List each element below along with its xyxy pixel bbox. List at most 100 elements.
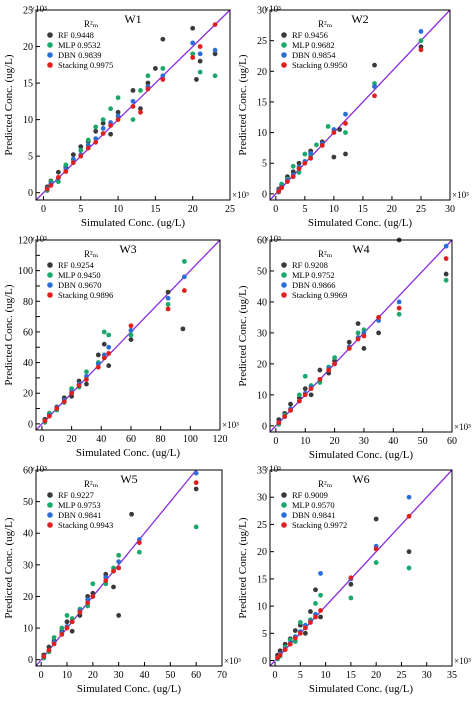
point-stacking (103, 578, 109, 584)
point-mlp (443, 277, 449, 283)
point-rf (302, 386, 308, 392)
y-tick-label: 10 (257, 602, 267, 613)
point-stacking (69, 619, 75, 625)
point-rf (318, 614, 323, 620)
x-tick-label: 60 (447, 436, 457, 447)
x-tick-label: 20 (330, 436, 340, 447)
point-stacking (54, 406, 60, 411)
y-tick-label: 5 (262, 629, 267, 640)
legend-marker-stacking (47, 292, 53, 298)
x-multiplier: ×10³ (224, 656, 241, 666)
legend-marker-rf (47, 262, 53, 268)
legend-title: R²ₘ (84, 19, 99, 29)
legend-entry-dbn: DBN 0.9841 (292, 510, 335, 520)
point-mlp (302, 151, 308, 157)
legend-entry-mlp: MLP 0.9450 (58, 270, 101, 280)
point-mlp (313, 600, 318, 606)
point-rf (194, 77, 199, 82)
point-stacking (282, 414, 288, 419)
y-tick-label: 60 (23, 466, 33, 477)
point-rf (376, 330, 382, 336)
point-rf (292, 628, 298, 634)
point-rf (95, 352, 101, 358)
point-stacking (373, 546, 379, 552)
x-tick-label: 20 (188, 204, 198, 215)
legend-marker-mlp (281, 42, 287, 48)
x-tick-label: 30 (445, 204, 455, 215)
y-tick-label: 25 (257, 36, 267, 47)
point-stacking (348, 575, 354, 581)
point-mlp (325, 124, 331, 129)
point-stacking (355, 336, 361, 342)
x-tick-label: 40 (140, 670, 150, 681)
point-mlp (160, 66, 166, 71)
point-stacking (308, 620, 313, 625)
x-axis-label: Simulated Conc. (ug/L) (309, 683, 414, 695)
y-tick-label: 60 (23, 327, 33, 338)
point-mlp (318, 592, 323, 598)
y-tick-label: 20 (23, 592, 33, 603)
point-rf (93, 128, 99, 134)
point-stacking (396, 305, 402, 311)
y-tick-label: 60 (257, 236, 267, 247)
y-multiplier: ×10³ (264, 464, 281, 474)
x-tick-label: 120 (213, 434, 228, 445)
plot-frame (269, 9, 451, 201)
legend-marker-mlp (47, 272, 53, 278)
point-rf (69, 628, 75, 634)
point-mlp (138, 87, 143, 93)
legend-entry-mlp: MLP 0.9532 (58, 40, 101, 50)
legend-entry-mlp: MLP 0.9682 (292, 40, 335, 50)
point-rf (138, 106, 143, 112)
point-rf (165, 289, 171, 295)
x-tick-label: 20 (88, 670, 98, 681)
legend-marker-dbn (47, 282, 53, 288)
y-tick-label: 15 (257, 574, 267, 585)
point-rf (361, 345, 367, 351)
y-tick-label: 0 (28, 419, 33, 430)
x-tick-label: 25 (416, 204, 426, 215)
x-tick-label: 10 (321, 670, 331, 681)
point-stacking (296, 166, 302, 172)
panel-w2: 0 5 10 15 20 25 30051015202530×10³×10³W2R²ₘRF … (237, 4, 469, 229)
x-tick-label: 0 (41, 204, 46, 215)
legend-entry-rf: RF 0.9448 (58, 30, 94, 40)
point-stacking (332, 361, 337, 367)
legend-entry-mlp: MLP 0.9752 (292, 270, 335, 280)
point-stacking (63, 169, 69, 174)
y-axis-label: Predicted Conc. (ug/L) (237, 54, 249, 155)
plot-frame (35, 9, 231, 201)
x-tick-label: 35 (447, 670, 457, 681)
x-tick-label: 100 (183, 434, 198, 445)
point-dbn (406, 494, 412, 500)
point-stacking (302, 392, 308, 398)
point-mlp (51, 635, 57, 640)
point-stacking (418, 47, 424, 53)
y-tick-label: 20 (257, 547, 267, 558)
point-dbn (106, 344, 112, 350)
point-mlp (93, 124, 99, 130)
point-rf (101, 341, 107, 347)
x-axis-label: Simulated Conc. (ug/L) (81, 217, 186, 229)
point-mlp (190, 51, 196, 57)
point-mlp (355, 330, 361, 336)
legend-entry-mlp: MLP 0.9753 (58, 500, 101, 510)
x-tick-label: 15 (346, 670, 356, 681)
y-tick-label: 30 (257, 6, 267, 17)
point-mlp (302, 373, 308, 379)
legend-title: R²ₘ (318, 19, 333, 29)
y-tick-label: 0 (262, 656, 267, 667)
x-tick-label: 60 (126, 434, 136, 445)
point-rf (331, 154, 337, 160)
legend-entry-stacking: Stacking 0.9975 (58, 60, 113, 70)
y-axis-label: Predicted Conc. (ug/L) (237, 285, 249, 386)
point-dbn (443, 243, 449, 249)
point-rf (78, 144, 84, 150)
point-rf (212, 51, 218, 57)
point-stacking (106, 350, 112, 356)
point-mlp (212, 73, 218, 79)
point-rf (317, 367, 323, 373)
legend-marker-dbn (281, 52, 287, 58)
